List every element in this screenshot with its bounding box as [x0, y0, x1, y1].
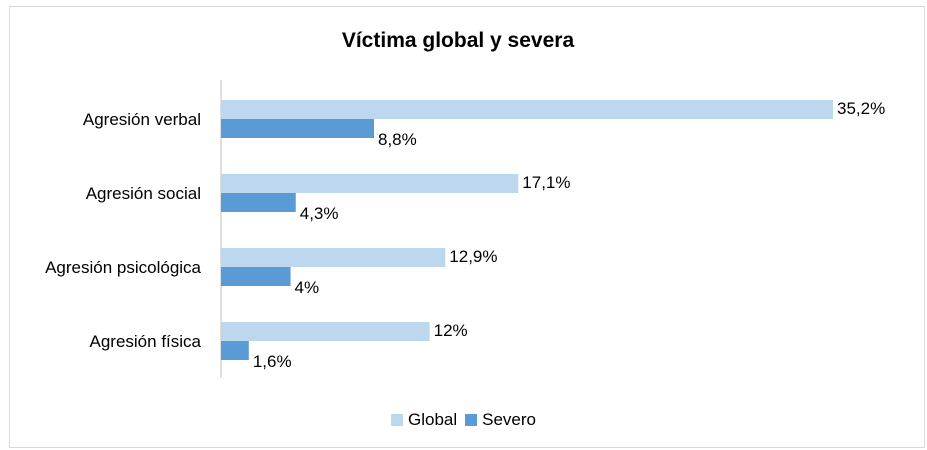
bar-global-agresion-psicologica [221, 248, 446, 267]
legend-item-severo: Severo [465, 410, 536, 430]
bar-severo-agresion-verbal [221, 119, 374, 138]
category-label-agresion-social: Agresión social [86, 184, 201, 203]
data-label-global-agresion-psicologica: 12,9% [449, 247, 497, 266]
data-label-global-agresion-verbal: 35,2% [837, 99, 885, 118]
legend-item-global: Global [390, 410, 458, 430]
bar-global-agresion-verbal [221, 100, 833, 119]
legend-swatch-severo [465, 414, 478, 426]
data-label-severo-agresion-social: 4,3% [300, 204, 339, 223]
legend-label-global: Global [407, 410, 458, 429]
bar-severo-agresion-psicologica [221, 267, 291, 286]
chart-title: Víctima global y severa [341, 29, 575, 52]
bar-severo-agresion-social [221, 193, 296, 212]
legend: Global Severo [0, 410, 927, 430]
data-label-global-agresion-fisica: 12% [434, 321, 468, 340]
category-label-agresion-psicologica: Agresión psicológica [45, 258, 201, 277]
legend-label-severo: Severo [482, 410, 536, 429]
category-label-agresion-fisica: Agresión física [90, 332, 202, 351]
legend-swatch-global [390, 414, 403, 426]
bar-global-agresion-fisica [221, 322, 430, 341]
bar-severo-agresion-fisica [221, 341, 249, 360]
chart-frame [9, 6, 925, 448]
data-label-global-agresion-social: 17,1% [522, 173, 570, 192]
category-label-agresion-verbal: Agresión verbal [83, 110, 201, 129]
bar-global-agresion-social [221, 174, 519, 193]
data-label-severo-agresion-verbal: 8,8% [378, 130, 417, 149]
data-label-severo-agresion-fisica: 1,6% [253, 352, 292, 371]
data-label-severo-agresion-psicologica: 4% [295, 278, 320, 297]
